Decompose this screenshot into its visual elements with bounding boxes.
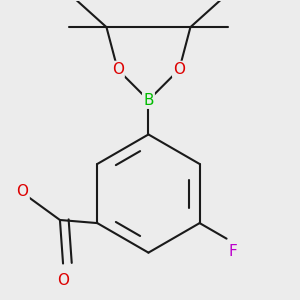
Text: B: B	[143, 93, 154, 108]
Text: O: O	[57, 273, 69, 288]
Text: O: O	[173, 62, 185, 77]
Text: F: F	[228, 244, 237, 259]
Text: O: O	[16, 184, 28, 200]
Text: O: O	[112, 62, 124, 77]
